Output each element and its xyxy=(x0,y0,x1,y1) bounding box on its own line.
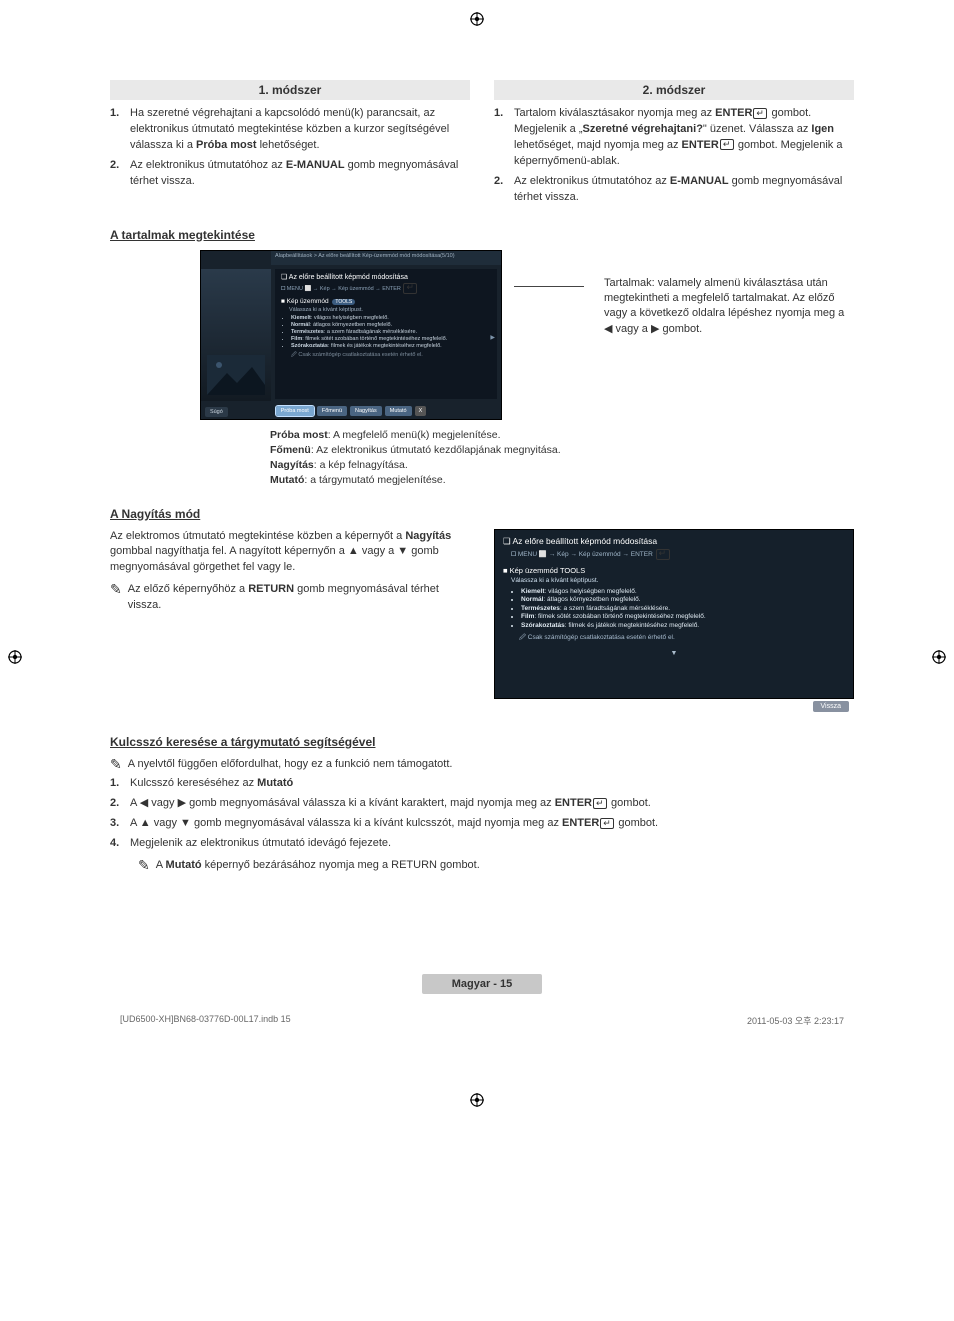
list-item: 2. Az elektronikus útmutatóhoz az E-MANU… xyxy=(494,174,854,206)
tv-note: 🖉 Csak számítógép csatlakoztatása esetén… xyxy=(281,351,491,360)
list-item: 1. Ha szeretné végrehajtani a kapcsolódó… xyxy=(110,106,470,154)
tv-bottom-buttons: Próba most Főmenü Nagyítás Mutató X xyxy=(201,403,501,419)
tv-btn-close[interactable]: X xyxy=(415,406,427,416)
tv2-heading: ❏ Az előre beállított képmód módosítása xyxy=(503,536,845,547)
list-item: 1. Kulcsszó kereséséhez az Mutató xyxy=(110,776,854,792)
note-text: A Mutató képernyő bezárásához nyomja meg… xyxy=(156,858,480,874)
content-view-wrap: Alapbeállítások > Az előre beállított Ké… xyxy=(110,250,854,420)
zoom-screenshot-wrap: ❏ Az előre beállított képmód módosítása … xyxy=(494,529,854,699)
keyword-note-1: ✎ A nyelvtől függően előfordulhat, hogy … xyxy=(110,757,854,773)
page: 1. módszer 1. Ha szeretné végrehajtani a… xyxy=(50,40,904,1087)
item-text: Az elektronikus útmutatóhoz az E-MANUAL … xyxy=(514,174,854,206)
tv2-bullets: Kiemelt: világos helyiségben megfelelő. … xyxy=(503,588,845,629)
registration-mark xyxy=(470,12,484,26)
tv-btn-index[interactable]: Mutató xyxy=(385,406,412,416)
print-footer: [UD6500-XH]BN68-03776D-00L17.indb 15 201… xyxy=(110,1014,854,1027)
item-number: 2. xyxy=(110,158,124,190)
item-text: Az elektronikus útmutatóhoz az E-MANUAL … xyxy=(130,158,470,190)
item-number: 2. xyxy=(494,174,508,206)
registration-mark xyxy=(932,650,946,664)
zoom-para: Az elektromos útmutató megtekintése közb… xyxy=(110,529,470,577)
content-view-title: A tartalmak megtekintése xyxy=(110,228,854,242)
list-item: 3. A ▲ vagy ▼ gomb megnyomásával válassz… xyxy=(110,816,854,832)
zoom-text: Az elektromos útmutató megtekintése közb… xyxy=(110,529,470,699)
enter-icon xyxy=(600,818,614,829)
legend: Próba most: A megfelelő menü(k) megjelen… xyxy=(270,428,854,489)
tv-bullets: Kiemelt: világos helyiségben megfelelő. … xyxy=(281,315,491,349)
chevron-right-icon: ▶ xyxy=(490,334,495,341)
tools-pill: TOOLS xyxy=(560,566,585,575)
enter-icon xyxy=(720,139,734,150)
hand-icon: ✎ xyxy=(110,582,122,614)
tv-sidebar-thumb xyxy=(201,269,271,401)
hand-icon: ✎ xyxy=(110,757,122,773)
keyword-note-2: ✎ A Mutató képernyő bezárásához nyomja m… xyxy=(138,858,854,874)
method-2: 2. módszer 1. Tartalom kiválasztásakor n… xyxy=(494,80,854,210)
list-item: 2. A ◀ vagy ▶ gomb megnyomásával válassz… xyxy=(110,796,854,812)
enter-icon xyxy=(403,283,417,294)
print-footer-left: [UD6500-XH]BN68-03776D-00L17.indb 15 xyxy=(120,1014,291,1027)
tv-navpath: 🞐 MENU ⬜ → Kép → Kép üzemmód → ENTER xyxy=(281,283,491,294)
tools-pill: TOOLS xyxy=(332,299,355,305)
item-text: Ha szeretné végrehajtani a kapcsolódó me… xyxy=(130,106,470,154)
hand-icon: ✎ xyxy=(138,858,150,874)
tv-sub: Válassza ki a kívánt képtípust. xyxy=(289,307,491,313)
method-1: 1. módszer 1. Ha szeretné végrehajtani a… xyxy=(110,80,470,210)
zoom-note: ✎ Az előző képernyőhöz a RETURN gomb meg… xyxy=(110,582,470,614)
tv2-sub: Válassza ki a kívánt képtípust. xyxy=(511,577,845,584)
down-arrow-icon: ▼ xyxy=(503,650,845,657)
tv-section: ■ Kép üzemmód TOOLS xyxy=(281,298,491,305)
note-text: A nyelvtől függően előfordulhat, hogy ez… xyxy=(128,757,453,773)
enter-icon xyxy=(656,549,670,560)
registration-mark xyxy=(470,1093,484,1107)
tv-screenshot-2: ❏ Az előre beállított képmód módosítása … xyxy=(494,529,854,699)
note-text: Az előző képernyőhöz a RETURN gomb megny… xyxy=(128,582,470,614)
zoom-title: A Nagyítás mód xyxy=(110,507,854,521)
tv-main-panel: ❏ Az előre beállított képmód módosítása … xyxy=(275,269,497,399)
tv2-back-btn[interactable]: Vissza xyxy=(813,701,850,712)
tv-breadcrumb: Alapbeállítások > Az előre beállított Ké… xyxy=(271,251,501,265)
callout-wrap: Tartalmak: valamely almenü kiválasztása … xyxy=(514,250,854,338)
item-number: 1. xyxy=(110,106,124,154)
callout-line xyxy=(514,286,584,338)
list-item: 2. Az elektronikus útmutatóhoz az E-MANU… xyxy=(110,158,470,190)
tv-screenshot-1: Alapbeállítások > Az előre beállított Ké… xyxy=(200,250,502,420)
method2-title: 2. módszer xyxy=(494,80,854,100)
zoom-row: Az elektromos útmutató megtekintése közb… xyxy=(110,529,854,699)
tv2-note: 🖉 Csak számítógép csatlakoztatása esetén… xyxy=(519,633,845,644)
keyword-steps: 1. Kulcsszó kereséséhez az Mutató 2. A ◀… xyxy=(110,776,854,852)
tv-btn-mainmenu[interactable]: Főmenü xyxy=(317,406,347,416)
enter-icon xyxy=(593,798,607,809)
registration-mark xyxy=(8,650,22,664)
tv-btn-tryitnow[interactable]: Próba most xyxy=(276,406,314,416)
tv-btn-zoom[interactable]: Nagyítás xyxy=(350,406,382,416)
tv2-navpath: 🞐 MENU ⬜ → Kép → Kép üzemmód → ENTER xyxy=(511,549,845,560)
print-footer-right: 2011-05-03 오후 2:23:17 xyxy=(747,1014,844,1027)
methods-row: 1. módszer 1. Ha szeretné végrehajtani a… xyxy=(110,80,854,210)
tv-heading: ❏ Az előre beállított képmód módosítása xyxy=(281,273,491,281)
keyword-title: Kulcsszó keresése a tárgymutató segítség… xyxy=(110,735,854,749)
item-text: Tartalom kiválasztásakor nyomja meg az E… xyxy=(514,106,854,170)
page-footer-badge: Magyar - 15 xyxy=(422,974,542,994)
list-item: 1. Tartalom kiválasztásakor nyomja meg a… xyxy=(494,106,854,170)
list-item: 4. Megjelenik az elektronikus útmutató i… xyxy=(110,836,854,852)
method1-title: 1. módszer xyxy=(110,80,470,100)
callout-text: Tartalmak: valamely almenü kiválasztása … xyxy=(604,276,854,338)
enter-icon xyxy=(753,108,767,119)
item-number: 1. xyxy=(494,106,508,170)
tv2-section: ■ Kép üzemmód TOOLS xyxy=(503,566,845,575)
